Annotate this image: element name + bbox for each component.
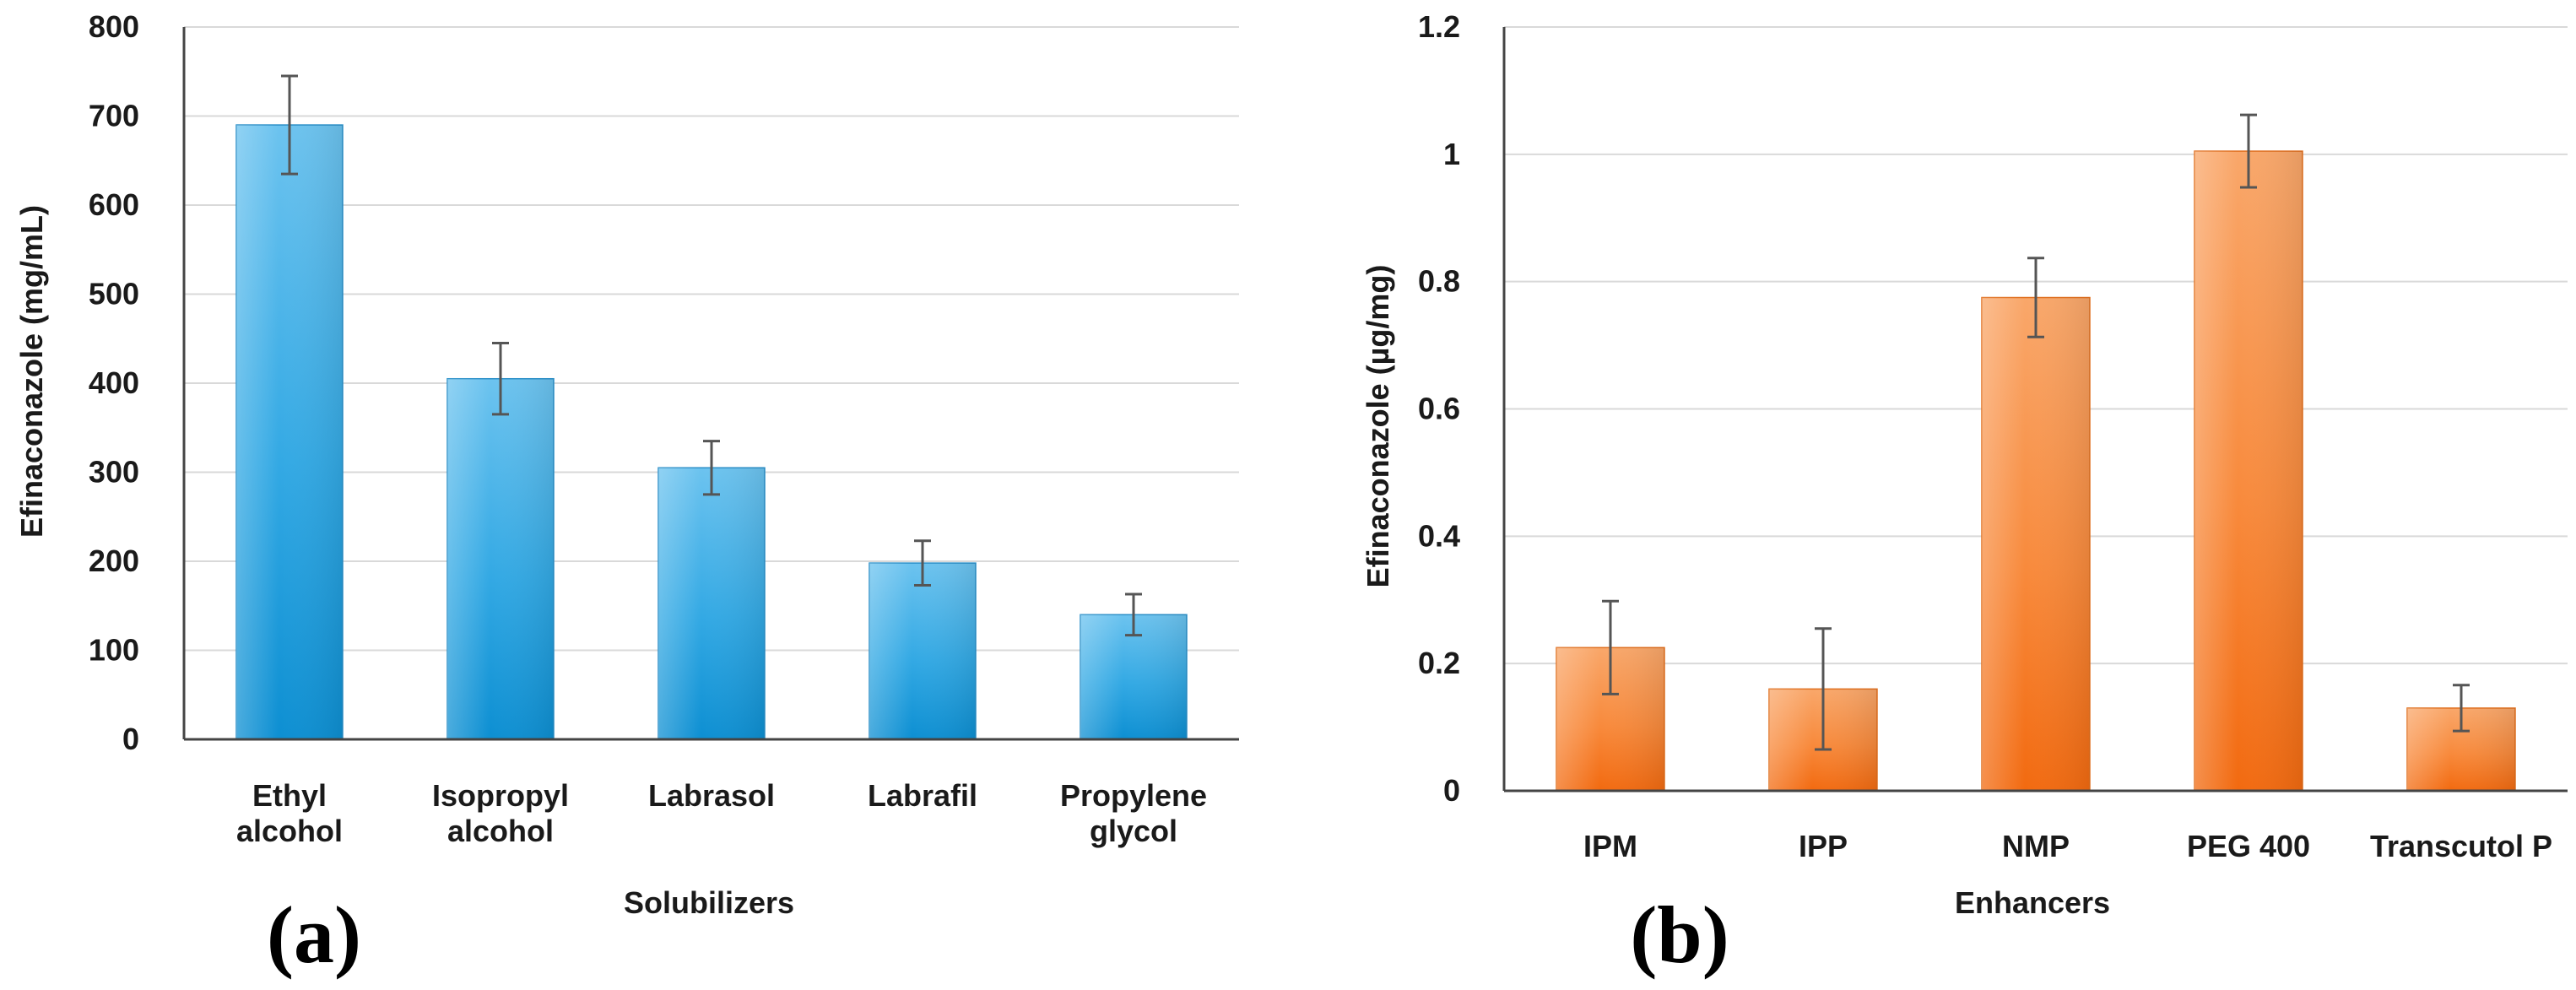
bar-shine [2194,151,2303,791]
x-axis-title-b: Enhancers [1955,885,2110,920]
y-tick-label: 0.6 [1418,392,1460,426]
y-tick-label: 300 [89,455,139,490]
y-tick-label: 1.2 [1418,9,1460,44]
y-tick-labels-a: 0 100 200 300 400 500 600 700 800 [89,9,139,756]
category-label: Propylene glycol [1060,778,1207,848]
error-bars-b [1602,113,2470,751]
bar-shine [1982,297,2090,791]
category-label: Labrasol [648,778,775,813]
category-label: IPM [1583,829,1637,863]
x-axis-title-a: Solubilizers [624,885,794,920]
y-tick-label: 100 [89,633,139,668]
bars-a [235,124,1188,740]
category-label: NMP [2002,829,2070,863]
y-tick-label: 400 [89,365,139,400]
error-bars-a [281,74,1142,637]
panel-label-b: (b) [1630,890,1729,980]
panel-label-a: (a) [267,890,361,980]
chart-enhancers: 0 0.2 0.4 0.6 0.8 1 1.2 IPM IPP NMP PEG 400 Transc… [1361,9,2568,980]
y-tick-label: 0.4 [1418,518,1460,553]
category-label: Transcutol P [2370,829,2552,863]
y-tick-label: 0 [122,722,139,756]
y-axis-title-b: Efinaconazole (µg/mg) [1361,265,1395,588]
bar-shine [236,125,343,740]
category-label: IPP [1799,829,1848,863]
category-label: Ethyl alcohol [236,778,343,848]
y-tick-label: 0 [1443,773,1460,808]
category-label: Isopropyl alcohol [432,778,569,848]
y-tick-label: 0.2 [1418,646,1460,680]
y-axis-title-a: Efinaconazole (mg/mL) [14,205,49,538]
y-tick-label: 700 [89,99,139,133]
y-tick-label: 200 [89,544,139,578]
bar-shine [447,378,554,739]
y-tick-labels-b: 0 0.2 0.4 0.6 0.8 1 1.2 [1418,9,1460,808]
category-label: Labrafil [868,778,977,813]
y-tick-label: 1 [1443,137,1460,171]
bars-b [1556,150,2516,792]
category-labels-a: Ethyl alcohol Isopropyl alcohol Labrasol Labr… [236,778,1207,848]
y-tick-label: 800 [89,9,139,44]
category-label: PEG 400 [2187,829,2310,863]
bar-shine [869,563,976,739]
y-tick-label: 500 [89,277,139,311]
category-labels-b: IPM IPP NMP PEG 400 Transcutol P [1583,829,2552,863]
y-tick-label: 600 [89,187,139,222]
bar-shine [658,468,765,739]
chart-solubilizers: 0 100 200 300 400 500 600 700 800 Ethyl alcohol Is… [14,9,1239,980]
y-tick-label: 0.8 [1418,264,1460,299]
